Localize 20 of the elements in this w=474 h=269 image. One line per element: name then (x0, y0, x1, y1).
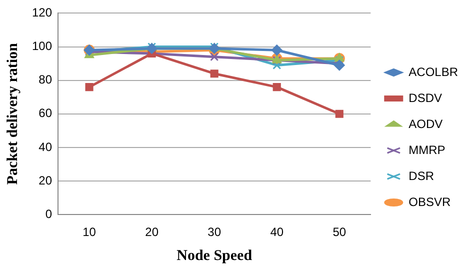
y-tick-label: 20 (38, 173, 52, 188)
legend-label: DSDV (408, 90, 442, 105)
y-tick-label: 60 (38, 106, 52, 120)
legend-label: MMRP (408, 142, 446, 157)
y-axis-title: Packet delivery ration (4, 42, 21, 185)
x-axis-title: Node Speed (176, 248, 253, 264)
y-tick-label: 0 (45, 206, 52, 221)
y-tick-label: 120 (32, 6, 52, 20)
y-tick-label: 100 (32, 39, 52, 54)
x-tick-label: 30 (208, 225, 222, 240)
legend-label: AODV (408, 116, 443, 131)
x-tick-label: 20 (145, 225, 159, 240)
legend-label: OBSVR (408, 194, 451, 209)
legend-label: DSR (408, 168, 434, 183)
y-tick-label: 40 (38, 140, 52, 154)
x-tick-label: 10 (82, 225, 96, 240)
x-tick-label: 40 (270, 225, 284, 240)
y-tick-label: 80 (38, 72, 52, 87)
legend-label: ACOLBR (408, 64, 458, 79)
x-tick-label: 50 (332, 225, 346, 240)
